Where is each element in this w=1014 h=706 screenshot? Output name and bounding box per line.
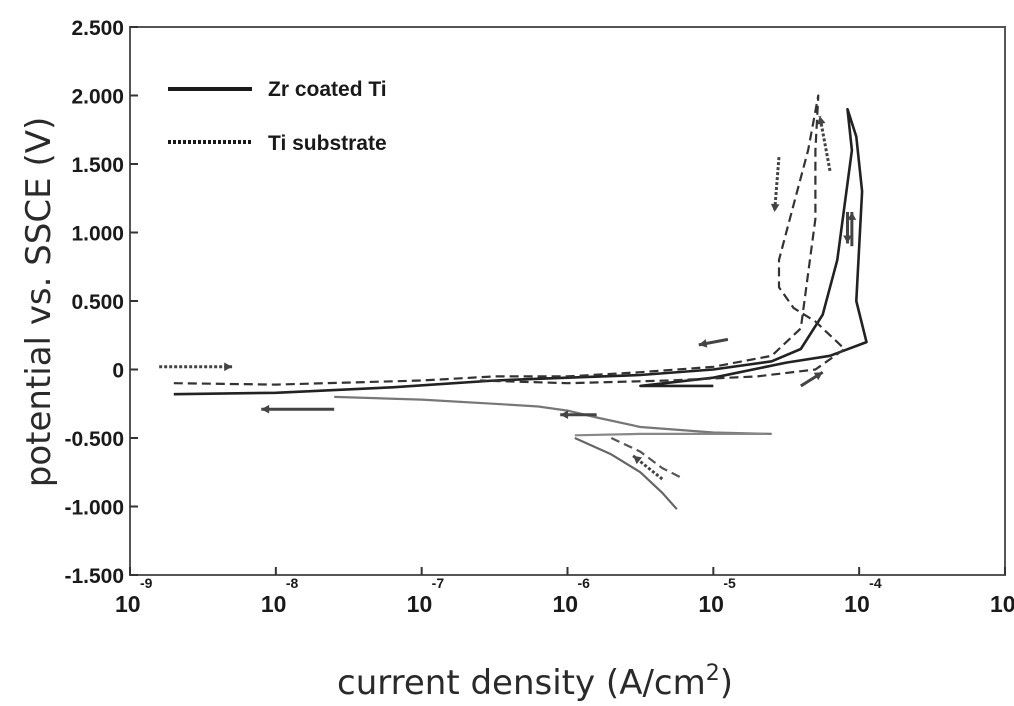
series-group bbox=[173, 94, 868, 510]
x-tick-label: 10 bbox=[553, 591, 579, 617]
y-tick-label: 0 bbox=[112, 360, 124, 383]
series-line-1 bbox=[173, 94, 846, 386]
legend-label-ti: Ti substrate bbox=[268, 132, 387, 155]
x-tick-label: 10 bbox=[844, 591, 870, 617]
direction-arrow-head bbox=[843, 235, 852, 244]
y-axis-label: potential vs. SSCE (V) bbox=[19, 117, 59, 487]
direction-arrow bbox=[773, 157, 781, 213]
y-tick-label: 0.500 bbox=[71, 291, 124, 314]
direction-arrow-head bbox=[816, 116, 826, 125]
y-tick-label: 2.000 bbox=[71, 86, 124, 109]
y-axis-ticks: 2.500 2.000 1.500 1.000 0.500 0 -0.500 -1.000 -1… bbox=[64, 17, 138, 588]
direction-arrow-head bbox=[813, 372, 823, 381]
x-axis-label: current density (A/cm2) bbox=[337, 661, 733, 703]
x-tick-exponent: -5 bbox=[723, 575, 736, 591]
x-tick-label: 10 bbox=[407, 591, 433, 617]
direction-arrow-head bbox=[698, 339, 708, 348]
x-tick-label: 10 bbox=[698, 591, 724, 617]
y-tick-label: 1.500 bbox=[71, 154, 124, 177]
x-tick-label: 10 bbox=[990, 591, 1014, 617]
direction-arrows bbox=[159, 115, 857, 481]
x-tick-exponent: -9 bbox=[140, 575, 153, 591]
x-tick-exponent: -4 bbox=[869, 575, 882, 591]
x-axis-ticks: 10-910-810-710-610-510-410-3 bbox=[115, 567, 1014, 617]
legend-label-zr: Zr coated Ti bbox=[268, 78, 387, 101]
x-tick-exponent: -8 bbox=[286, 575, 299, 591]
direction-arrow-head bbox=[633, 455, 642, 465]
direction-arrow-head bbox=[261, 404, 270, 414]
x-tick-exponent: -6 bbox=[578, 575, 591, 591]
legend: Zr coated Ti Ti substrate bbox=[168, 78, 387, 155]
series-line-3 bbox=[574, 436, 678, 510]
y-tick-label: 2.500 bbox=[71, 17, 124, 40]
series-line-5 bbox=[610, 437, 685, 481]
x-tick-label: 10 bbox=[261, 591, 287, 617]
x-tick-exponent: -7 bbox=[432, 575, 445, 591]
direction-arrow-head bbox=[847, 211, 857, 220]
plot-area-border bbox=[129, 26, 1006, 576]
y-tick-label: -1.500 bbox=[64, 565, 124, 588]
plot-frame bbox=[129, 26, 1006, 576]
y-tick-label: -0.500 bbox=[64, 428, 124, 451]
direction-arrow-head bbox=[560, 410, 569, 420]
series-line-4 bbox=[574, 432, 765, 437]
direction-arrow-head bbox=[770, 203, 780, 212]
x-tick-label: 10 bbox=[115, 591, 141, 617]
direction-arrow bbox=[818, 115, 832, 172]
y-tick-label: -1.000 bbox=[64, 497, 124, 520]
direction-arrow-head bbox=[224, 362, 233, 372]
series-line-2 bbox=[334, 395, 772, 435]
series-line-0 bbox=[173, 107, 868, 396]
y-tick-label: 1.000 bbox=[71, 223, 124, 246]
